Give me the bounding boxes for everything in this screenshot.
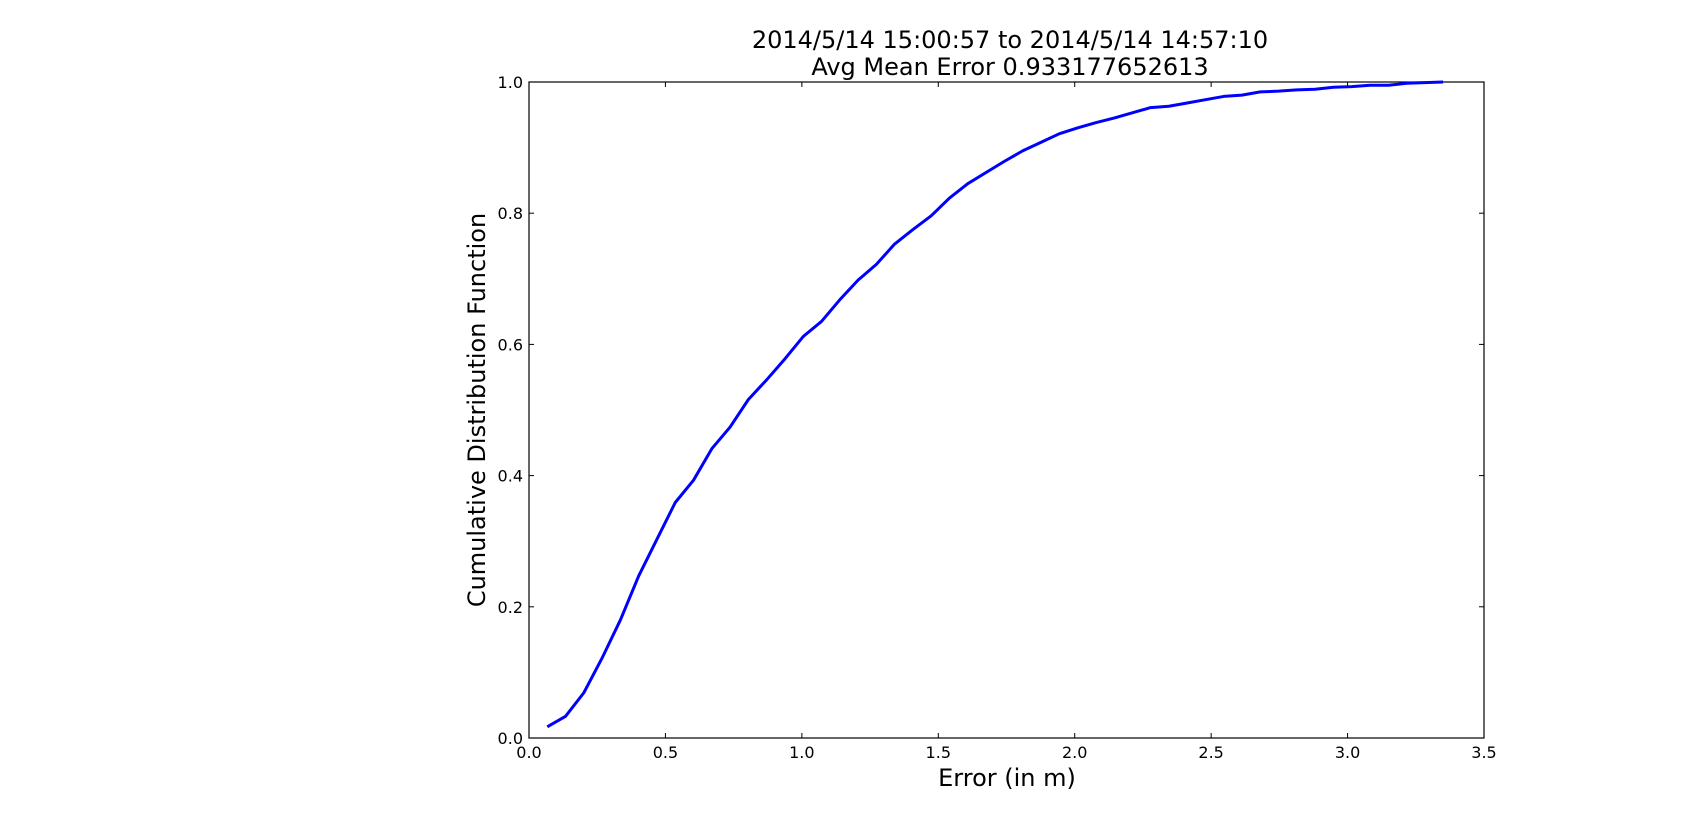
- x-tick-label: 1.5: [926, 743, 951, 762]
- x-tick-label: 0.5: [653, 743, 678, 762]
- plot-area: [528, 81, 1485, 739]
- cdf-series-line: [546, 80, 1444, 729]
- x-tick-label: 3.5: [1471, 743, 1496, 762]
- x-tick-label: 0.0: [516, 743, 541, 762]
- x-tick-label: 2.0: [1062, 743, 1087, 762]
- series-layer: [546, 80, 1444, 729]
- chart-subtitle: Avg Mean Error 0.933177652613: [811, 53, 1208, 81]
- axis-ticks: 0.0 0.5 1.0 1.5 2.0 2.5 3.0 3.5 0.0 0.2 0.4 0.6 0.8 1…: [498, 73, 1497, 762]
- y-axis-label: Cumulative Distribution Function: [463, 213, 491, 607]
- y-tick-label: 0.6: [498, 335, 523, 354]
- y-tick-label: 0.2: [498, 598, 523, 617]
- plot-border: [528, 81, 1485, 739]
- x-tick-label: 1.0: [789, 743, 814, 762]
- chart-title: 2014/5/14 15:00:57 to 2014/5/14 14:57:10: [752, 26, 1268, 54]
- y-tick-label: 1.0: [498, 73, 523, 92]
- y-tick-label: 0.8: [498, 204, 523, 223]
- x-axis-label: Error (in m): [938, 764, 1076, 792]
- y-tick-label: 0.0: [498, 729, 523, 748]
- x-tick-label: 3.0: [1335, 743, 1360, 762]
- y-tick-label: 0.4: [498, 467, 523, 486]
- x-tick-label: 2.5: [1198, 743, 1223, 762]
